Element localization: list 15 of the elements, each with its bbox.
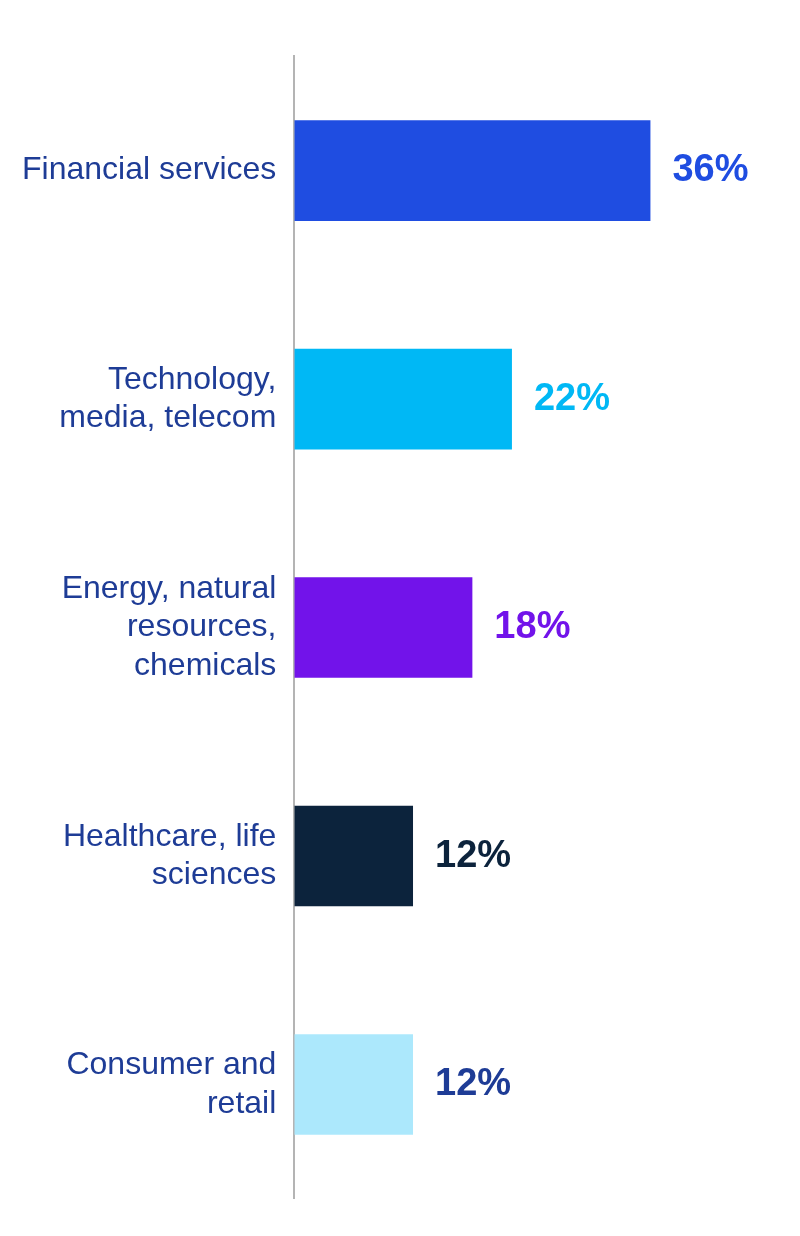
data-label: 36% — [672, 147, 749, 190]
y-tick-label: Financial services — [22, 150, 277, 187]
bar — [294, 577, 473, 678]
data-label: 18% — [494, 604, 571, 647]
data-label: 22% — [533, 375, 610, 418]
data-label: 12% — [435, 832, 512, 875]
bar — [294, 1034, 414, 1135]
y-tick-label: Energy, natural resources, chemicals — [61, 569, 277, 682]
bar — [294, 805, 414, 907]
bar — [294, 348, 512, 450]
data-label: 12% — [435, 1061, 512, 1104]
bar — [294, 120, 651, 221]
y-tick-label: Consumer and retail — [66, 1045, 277, 1120]
y-tick-label: Healthcare, life sciences — [62, 816, 277, 892]
y-tick-label: Technology, media, telecom — [59, 359, 277, 435]
